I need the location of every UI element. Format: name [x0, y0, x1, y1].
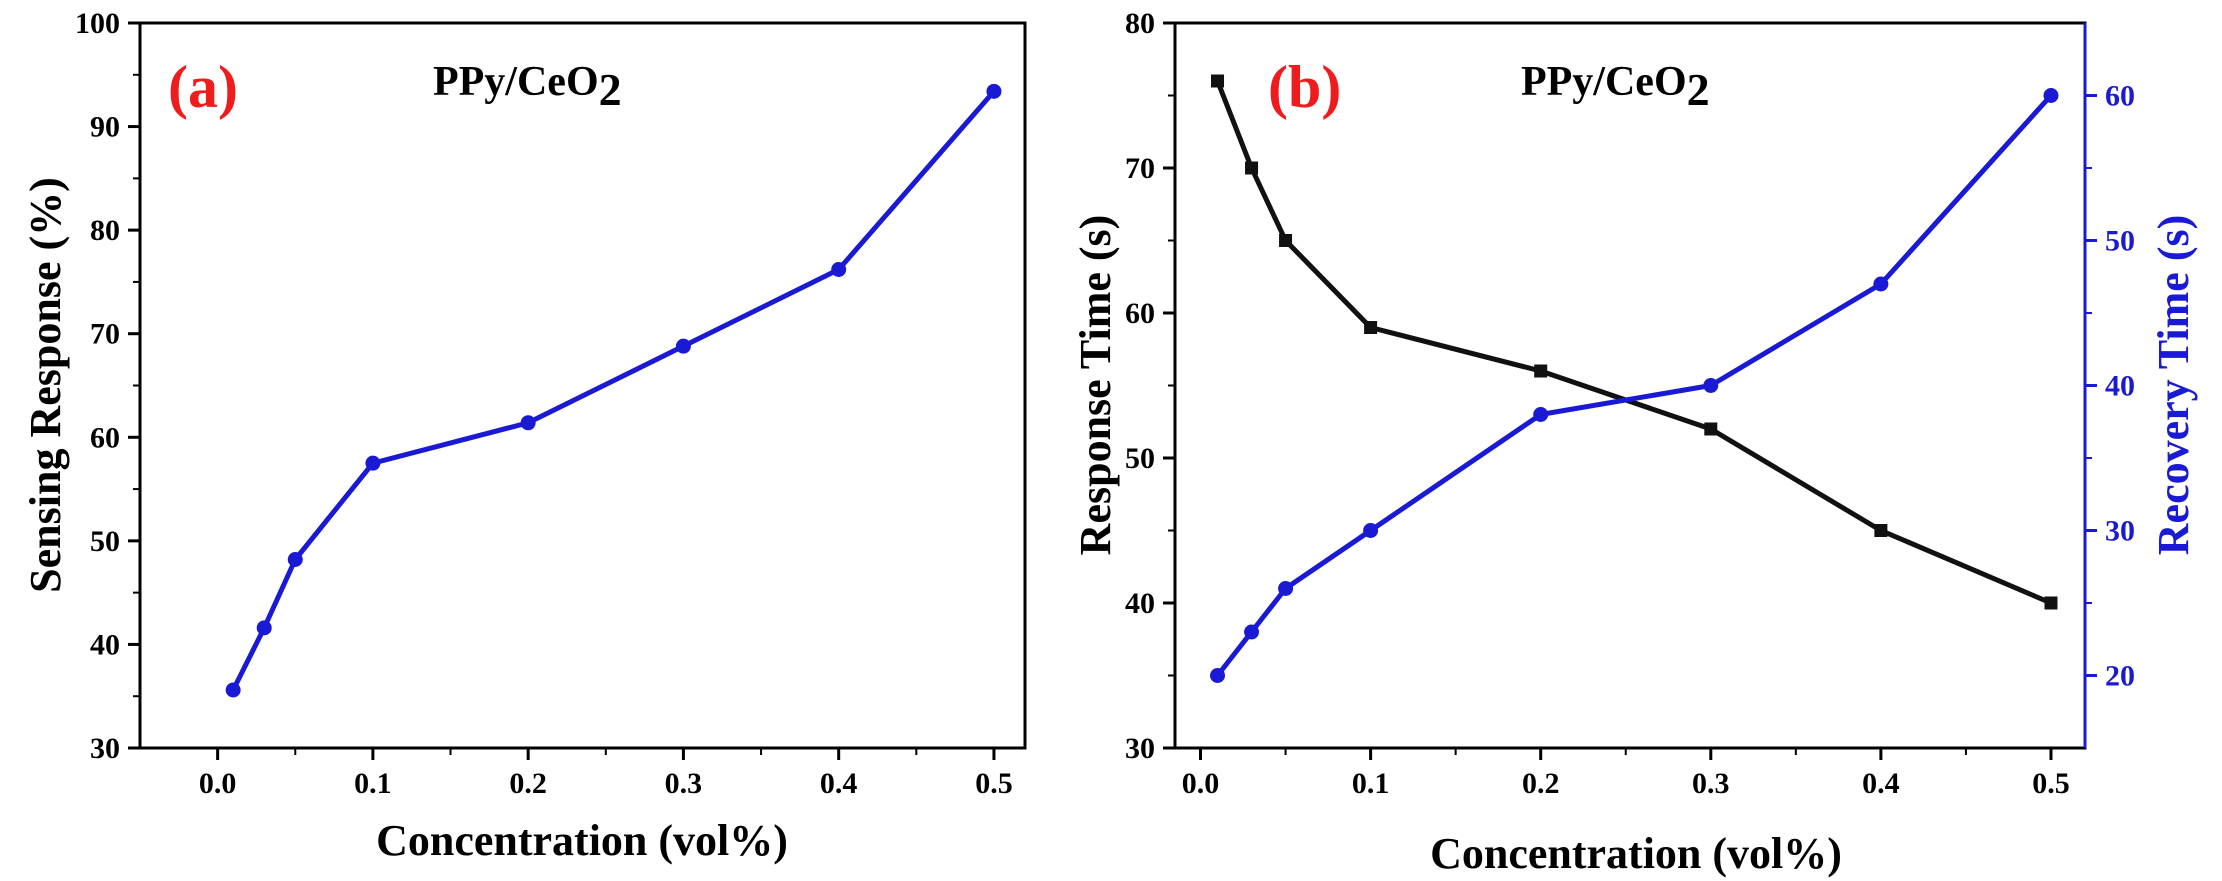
sensing-response-line	[230, 89, 996, 692]
chart-panel-b: 0.0 0.1 0.2 0.3 0.4 0.5 30 40 50 60 70 80 20 30 40 50 60…	[1071, 7, 2198, 878]
response-time-point	[1245, 161, 1259, 175]
x-tick-label: 0.0	[1182, 767, 1220, 800]
left-y-tick-label: 70	[90, 318, 120, 351]
x-tick-label: 0.5	[2032, 767, 2070, 800]
response-time-point	[1534, 364, 1548, 378]
sensing-response-point	[365, 455, 381, 471]
x-tick-label: 0.1	[1352, 767, 1390, 800]
recovery-time-point	[1703, 378, 1719, 393]
panel-b-plot-frame	[1173, 21, 2087, 750]
left-y-tick-label: 50	[90, 525, 120, 558]
recovery-time-point	[1363, 523, 1379, 538]
x-tick-label: 0.2	[1522, 767, 1560, 800]
sensing-response-point	[287, 552, 303, 567]
panel-b-x-axis-title: Concentration (vol%)	[1430, 829, 1842, 878]
response-time-point	[1364, 321, 1378, 334]
panel-b-title-main: PPy/CeO	[1521, 59, 1687, 105]
left-y-tick-label: 80	[1125, 7, 1155, 40]
sensing-response-point	[986, 83, 1002, 99]
right-y-tick-label: 30	[2105, 515, 2135, 548]
sensing-response-point	[520, 415, 536, 431]
recovery-time-point	[1533, 407, 1549, 422]
sensing-response-point	[831, 262, 847, 277]
response-time-point	[1279, 234, 1293, 247]
panel-b-label: (b)	[1268, 54, 1341, 120]
panel-a-label: (a)	[168, 54, 238, 120]
left-y-tick-label: 60	[90, 421, 120, 454]
left-y-tick-label: 90	[90, 111, 120, 144]
x-tick-label: 0.4	[820, 767, 858, 800]
right-y-tick-label: 60	[2105, 80, 2135, 113]
response-time-point	[1211, 74, 1225, 88]
sensing-response-point	[225, 682, 241, 698]
recovery-time-point	[1210, 668, 1226, 683]
response-time-point	[1704, 422, 1718, 436]
panel-a-x-axis-title: Concentration (vol%)	[376, 816, 788, 865]
right-y-tick-label: 20	[2105, 660, 2135, 693]
panel-b-y-axis-title: Response Time (s)	[1071, 215, 1120, 556]
panel-a-title-subscript: 2	[599, 64, 622, 115]
left-y-tick-label: 60	[1125, 297, 1155, 330]
x-tick-label: 0.4	[1862, 767, 1900, 800]
x-tick-label: 0.3	[1692, 767, 1730, 800]
panel-b-title-subscript: 2	[1687, 64, 1710, 115]
x-tick-label: 0.1	[354, 767, 392, 800]
left-y-tick-label: 40	[90, 628, 120, 661]
recovery-time-line	[1215, 93, 2053, 678]
left-y-tick-label: 50	[1125, 442, 1155, 475]
panel-a-y-axis-title: Sensing Response (%)	[21, 177, 70, 593]
panel-b-marks	[1210, 74, 2059, 683]
panel-b-title: PPy/CeO2	[1521, 59, 1710, 115]
recovery-time-point	[1278, 581, 1294, 596]
right-y-tick-label: 50	[2105, 225, 2135, 258]
response-time-point	[2044, 596, 2058, 610]
response-time-line	[1215, 80, 2052, 606]
recovery-time-point	[1873, 276, 1889, 292]
x-tick-label: 0.5	[975, 767, 1013, 800]
panel-b-right-y-axis-title: Recovery Time (s)	[2149, 215, 2198, 555]
panel-a-axis-ticks: 0.0 0.1 0.2 0.3 0.4 0.5 30 40 50 60 70 80 90 100	[75, 7, 1013, 800]
response-time-point	[1874, 524, 1888, 537]
sensing-response-point	[675, 338, 691, 354]
right-y-tick-label: 40	[2105, 370, 2135, 403]
left-y-tick-label: 80	[90, 214, 120, 247]
recovery-time-point	[1244, 624, 1260, 640]
sensing-response-point	[256, 620, 272, 636]
panel-a-title-main: PPy/CeO	[433, 59, 599, 105]
left-y-tick-label: 100	[75, 7, 120, 40]
recovery-time-point	[2043, 88, 2059, 103]
left-y-tick-label: 70	[1125, 152, 1155, 185]
x-tick-label: 0.3	[665, 767, 703, 800]
panel-a-plot-frame	[138, 21, 1027, 750]
x-tick-label: 0.2	[509, 767, 547, 800]
x-tick-label: 0.0	[199, 767, 237, 800]
panel-a-title: PPy/CeO2	[433, 59, 622, 115]
left-y-tick-label: 30	[90, 732, 120, 765]
left-y-tick-label: 30	[1125, 732, 1155, 765]
panel-b-axis-ticks: 0.0 0.1 0.2 0.3 0.4 0.5 30 40 50 60 70 80 20 30 40 50 60	[1125, 7, 2135, 800]
left-y-tick-label: 40	[1125, 587, 1155, 620]
panel-a-marks	[225, 83, 1002, 698]
